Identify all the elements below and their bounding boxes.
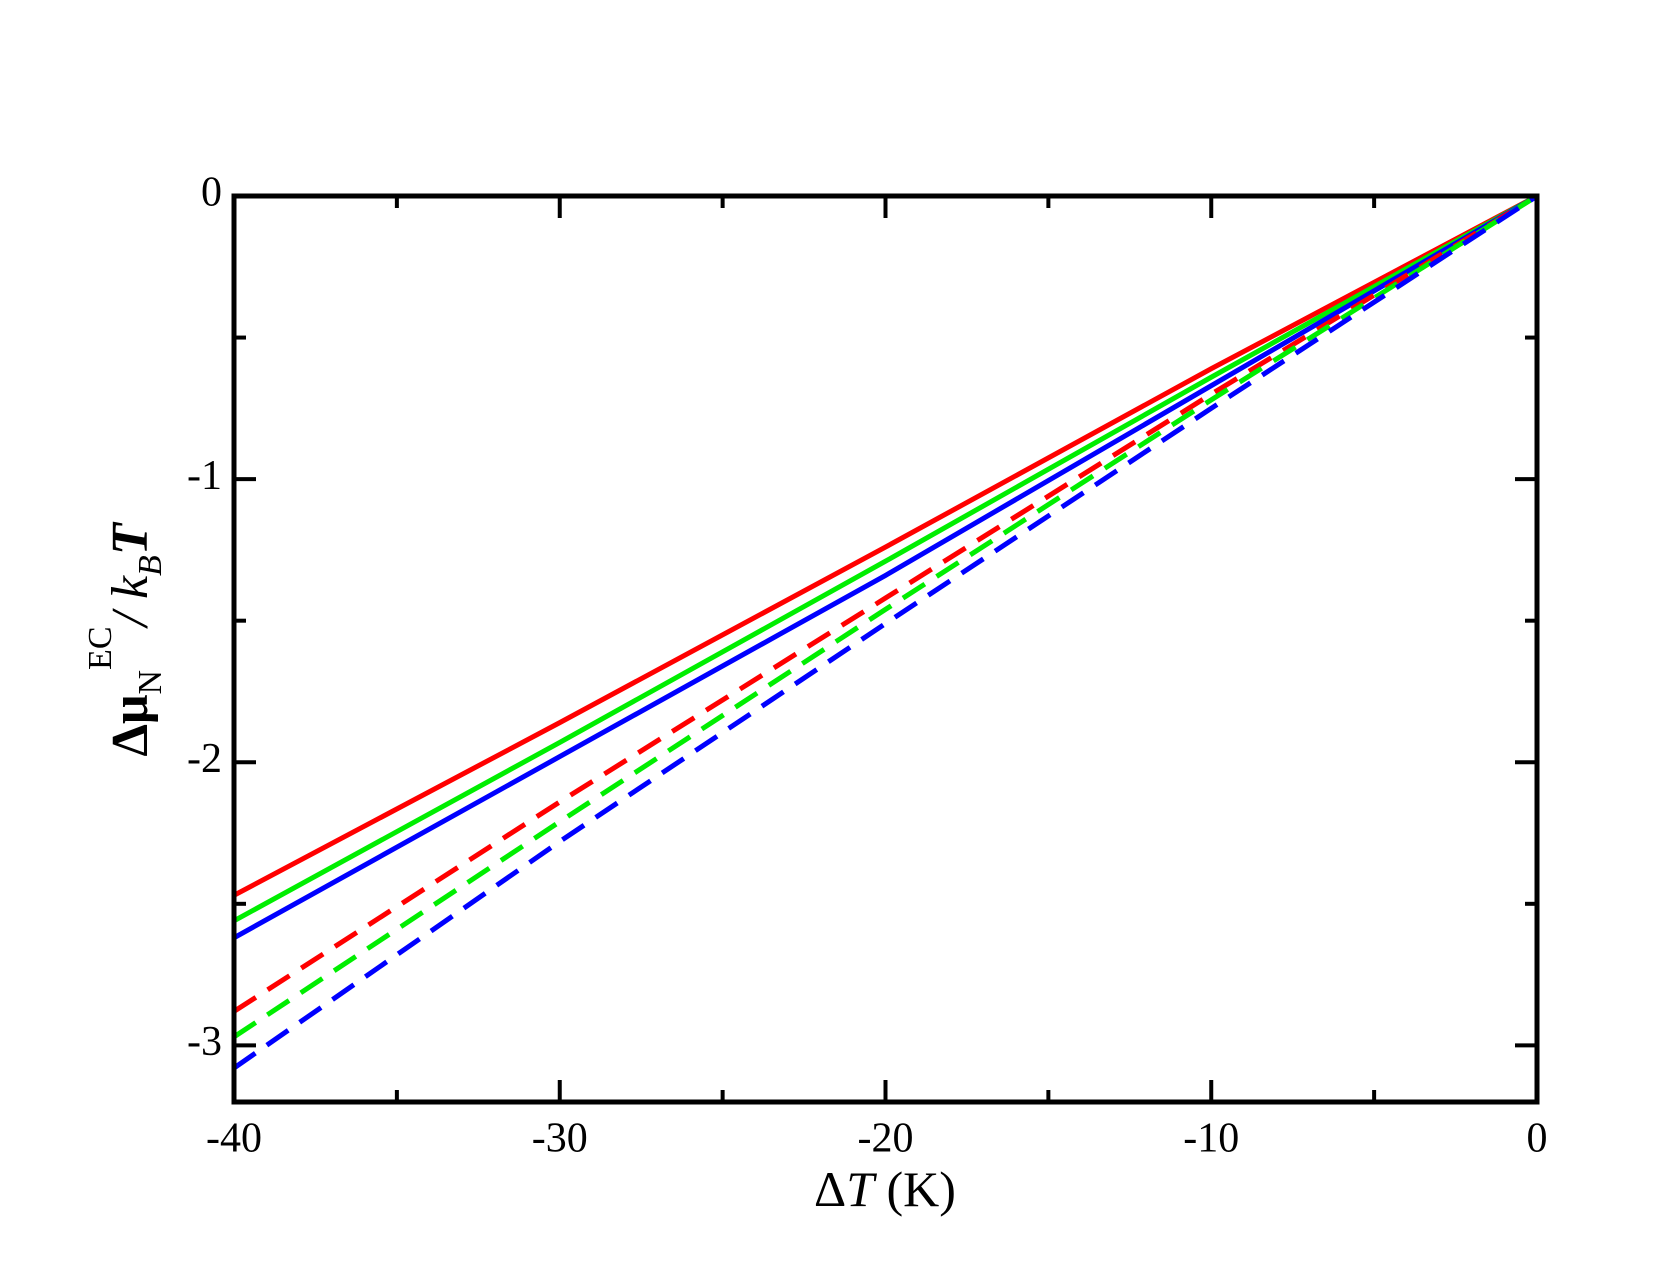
- y-tick-label: -2: [187, 736, 222, 782]
- x-tick-label: -20: [858, 1116, 914, 1162]
- y-tick-label: -3: [187, 1019, 222, 1065]
- data-line: [232, 193, 1539, 1039]
- x-axis-label: ΔT (K): [814, 1161, 956, 1217]
- data-line: [232, 193, 1539, 1071]
- y-label-part: Δμ: [102, 695, 159, 757]
- x-label-part: Δ: [814, 1161, 846, 1217]
- y-axis-label: ΔμN EC/ kBT: [82, 521, 169, 756]
- x-tick-label: 0: [1527, 1116, 1548, 1162]
- x-tick-label: -10: [1183, 1116, 1239, 1162]
- y-label-part: / k: [102, 575, 159, 629]
- plot-frame: [231, 193, 1540, 1105]
- y-label-part: EC: [82, 626, 119, 669]
- data-line: [232, 193, 1539, 923]
- y-tick-label: 0: [201, 170, 222, 216]
- data-line: [232, 193, 1539, 940]
- data-line: [232, 193, 1539, 1014]
- y-tick-label: -1: [187, 453, 222, 499]
- x-label-part: T: [846, 1161, 877, 1217]
- y-label-part: N: [132, 670, 169, 695]
- x-tick-label: -40: [206, 1116, 262, 1162]
- data-line: [232, 193, 1539, 898]
- x-label-part: (K): [874, 1161, 956, 1217]
- y-label-part: T: [102, 521, 159, 555]
- x-tick-label: -30: [532, 1116, 588, 1162]
- y-label-part: B: [132, 555, 169, 576]
